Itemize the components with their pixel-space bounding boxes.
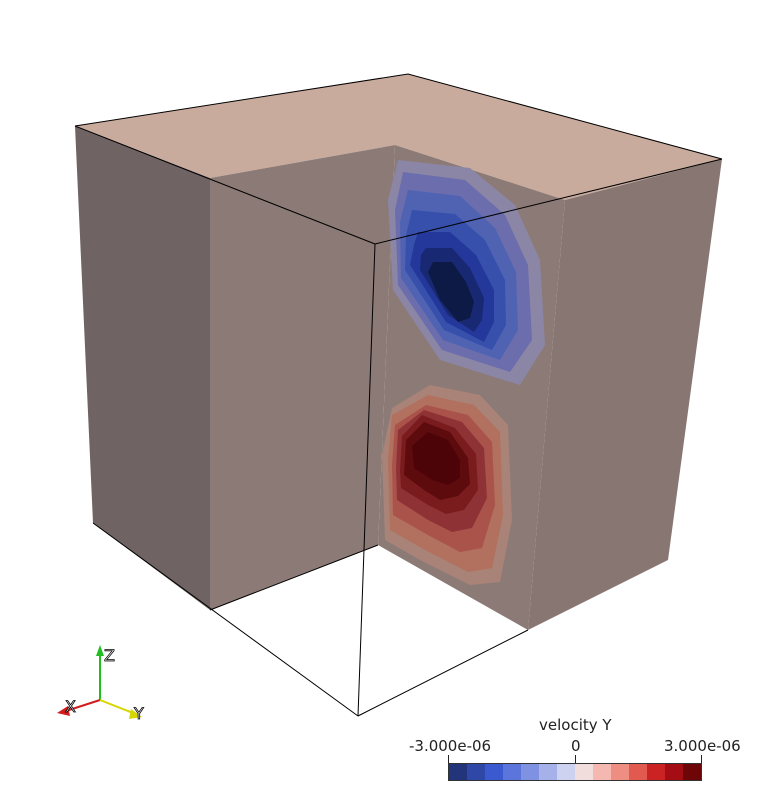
cube-right-wall	[528, 159, 722, 630]
colorbar-swatch	[503, 764, 521, 780]
z-axis-label: Z	[104, 646, 115, 665]
cube-edges	[74, 73, 723, 717]
colorbar	[448, 763, 702, 781]
cube-left-wall	[75, 126, 210, 610]
colorbar-swatch	[647, 764, 665, 780]
x-axis-line	[65, 699, 101, 712]
colorbar-mid-tick	[575, 755, 576, 763]
y-axis-label: Y	[133, 704, 144, 723]
negative-velocity-region	[388, 160, 545, 385]
colorbar-swatch	[683, 764, 701, 780]
colorbar-swatch	[521, 764, 539, 780]
colorbar-swatch	[467, 764, 485, 780]
colorbar-swatch	[611, 764, 629, 780]
colorbar-mid-label: 0	[571, 737, 581, 755]
colorbar-max-label: 3.000e-06	[664, 737, 741, 755]
cube-inner-wall	[210, 145, 395, 610]
colorbar-swatch	[593, 764, 611, 780]
x-axis-arrow	[57, 706, 70, 716]
colorbar-min-tick	[448, 755, 449, 763]
colorbar-swatch	[485, 764, 503, 780]
positive-velocity-region	[382, 385, 512, 585]
z-axis-arrow	[96, 645, 104, 656]
colorbar-swatch	[539, 764, 557, 780]
y-axis-line	[99, 699, 134, 714]
colorbar-swatch	[629, 764, 647, 780]
cube-top-face	[75, 74, 722, 200]
y-axis-arrow	[129, 709, 142, 719]
x-axis-label: X	[65, 697, 76, 716]
colorbar-swatch	[575, 764, 593, 780]
colorbar-swatch	[557, 764, 575, 780]
colorbar-min-label: -3.000e-06	[409, 737, 492, 755]
colorbar-swatch	[449, 764, 467, 780]
colorbar-title: velocity Y	[539, 716, 612, 734]
colorbar-max-tick	[701, 755, 702, 763]
orientation-axes[interactable]: Z X Y	[57, 645, 144, 723]
colorbar-swatch	[665, 764, 683, 780]
